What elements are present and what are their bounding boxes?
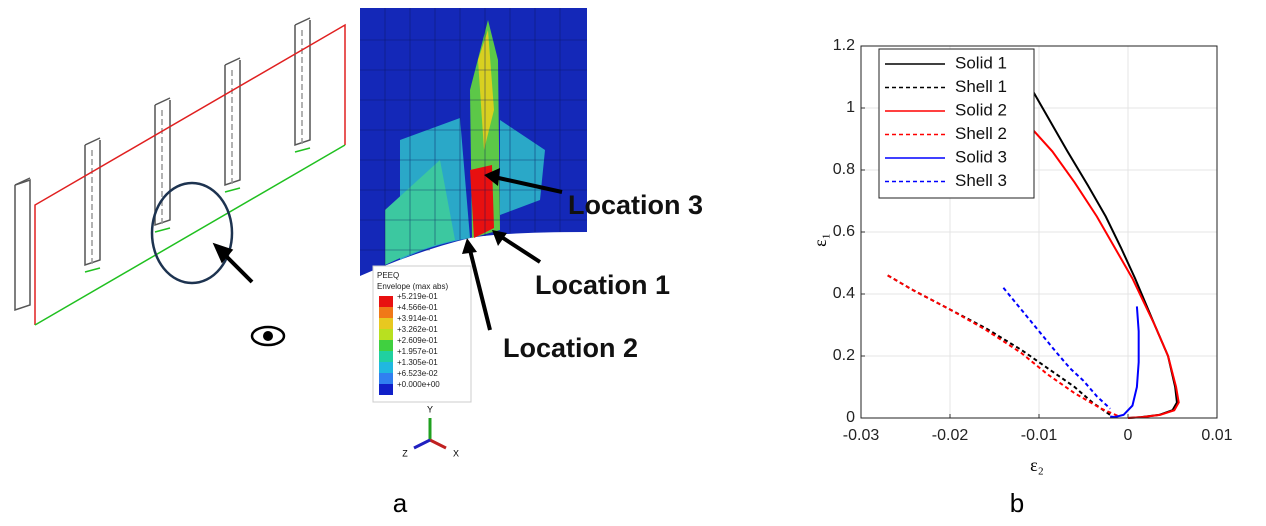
series-line (1110, 306, 1140, 419)
plot-frame (860, 45, 1218, 419)
legend-box (878, 48, 1035, 199)
annotation: Location 1 (535, 270, 670, 300)
annotation: Location 3 (568, 190, 703, 220)
legend-swatch (379, 351, 393, 362)
contour-plot: PEEQ Envelope (max abs) +5.219e-01 +4.566… (360, 8, 587, 458)
legend-label: +4.566e-01 (397, 303, 438, 312)
legend-label: +6.523e-02 (397, 369, 438, 378)
legend-label: +5.219e-01 (397, 292, 438, 301)
legend-label: +0.000e+00 (397, 380, 440, 389)
y-axis-label: ε₁ (810, 233, 830, 247)
panel-b: -0.03 -0.02 -0.01 0 0.01 0 0.2 0.4 0.6 0.8 1 1.2 ε₂ ε… (810, 37, 1233, 475)
axes-triad (413, 418, 447, 450)
legend-label: +3.262e-01 (397, 325, 438, 334)
legend-swatch (379, 373, 393, 384)
y-tick-label: 1.2 (833, 37, 855, 54)
legend-label: Shell 3 (955, 171, 1007, 190)
legend-title: PEEQ (377, 271, 399, 280)
y-tick-label: 0 (846, 409, 855, 426)
y-tick-label: 0.4 (833, 285, 855, 302)
legend-label: Shell 1 (955, 77, 1007, 96)
legend-swatch (379, 329, 393, 340)
legend-label: +1.957e-01 (397, 347, 438, 356)
x-tick-label: 0 (1124, 427, 1133, 444)
legend-swatch (379, 296, 393, 307)
y-tick-label: 1 (846, 99, 855, 116)
x-tick-label: -0.02 (932, 427, 969, 444)
frame-sketch (14, 17, 346, 347)
y-tick-label: 0.6 (833, 223, 855, 240)
location-arrows (462, 168, 563, 331)
triad-label: Y (427, 404, 433, 414)
legend-swatch (379, 362, 393, 373)
legend-swatch (379, 340, 393, 351)
legend-subtitle: Envelope (max abs) (377, 282, 448, 291)
legend-label: +3.914e-01 (397, 314, 438, 323)
legend-swatch (379, 307, 393, 318)
x-tick-label: -0.01 (1021, 427, 1058, 444)
y-tick-label: 0.2 (833, 347, 855, 364)
legend-label: Shell 2 (955, 124, 1007, 143)
panel-caption: a (393, 488, 408, 518)
x-tick-label: 0.01 (1201, 427, 1232, 444)
annotation: Location 2 (503, 333, 638, 363)
x-axis-label: ε₂ (1030, 455, 1044, 475)
x-tick-label: -0.03 (843, 427, 880, 444)
y-tick-label: 0.8 (833, 161, 855, 178)
contour-legend: +5.219e-01 +4.566e-01 +3.914e-01 +3.262e-01… (379, 292, 440, 395)
triad-label: X (453, 448, 459, 458)
legend-swatch (379, 318, 393, 329)
legend-label: +2.609e-01 (397, 336, 438, 345)
legend-label: +1.305e-01 (397, 358, 438, 367)
series-line (887, 274, 1120, 418)
series-line (1002, 287, 1111, 410)
series-line (1032, 129, 1180, 419)
legend-label: Solid 2 (955, 100, 1007, 119)
triad-label: Z (402, 448, 408, 458)
legend-label: Solid 3 (955, 147, 1007, 166)
panel-caption: b (1010, 488, 1024, 518)
panel-a: PEEQ Envelope (max abs) +5.219e-01 +4.566… (14, 8, 703, 518)
legend-label: Solid 1 (955, 53, 1007, 72)
legend-swatch (379, 384, 393, 395)
